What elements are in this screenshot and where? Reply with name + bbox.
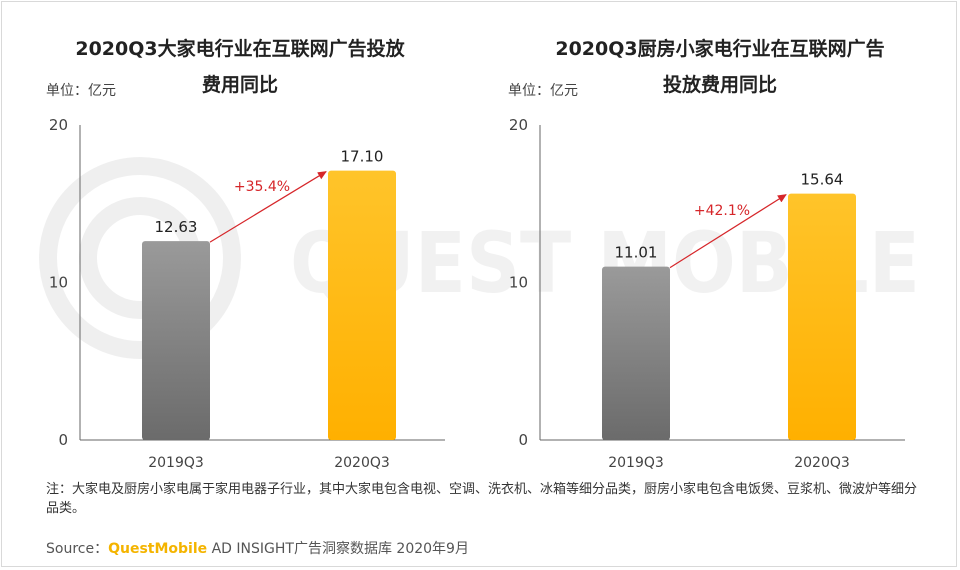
source-suffix: AD INSIGHT广告洞察数据库 2020年9月 bbox=[207, 541, 469, 557]
chart-1-title-line-1: 2020Q3大家电行业在互联网广告投放 bbox=[75, 38, 405, 60]
chart-2-bar-2020Q3 bbox=[788, 193, 856, 440]
chart-2-growth-label: +42.1% bbox=[694, 203, 750, 219]
source-line: Source：QuestMobile AD INSIGHT广告洞察数据库 202… bbox=[46, 538, 469, 558]
chart-1-category-label-1: 2020Q3 bbox=[334, 455, 390, 471]
chart-2-title-line-1: 2020Q3厨房小家电行业在互联网广告 bbox=[555, 38, 885, 60]
chart-2-y-tick-0: 0 bbox=[518, 431, 528, 449]
chart-1-value-label-0: 12.63 bbox=[155, 218, 198, 236]
chart-2-y-tick-2: 20 bbox=[509, 116, 528, 134]
chart-2-category-label-1: 2020Q3 bbox=[794, 455, 850, 471]
chart-1-growth-label: +35.4% bbox=[234, 179, 290, 195]
source-brand: QuestMobile bbox=[108, 541, 208, 557]
chart-2-bar-2019Q3 bbox=[602, 266, 670, 440]
chart-1-unit-label: 单位：亿元 bbox=[46, 83, 116, 99]
chart-1-title-line-2: 费用同比 bbox=[201, 74, 278, 96]
chart-1-bar-2020Q3 bbox=[328, 170, 396, 441]
chart-1-y-tick-2: 20 bbox=[49, 116, 68, 134]
footnote: 注：大家电及厨房小家电属于家用电器子行业，其中大家电包含电视、空调、洗衣机、冰箱… bbox=[46, 482, 918, 516]
chart-2-category-label-0: 2019Q3 bbox=[608, 455, 664, 471]
chart-1-bar-2019Q3 bbox=[142, 241, 210, 440]
chart-1-y-tick-1: 10 bbox=[49, 274, 68, 292]
chart-2-value-label-1: 15.64 bbox=[801, 171, 844, 189]
chart-2-growth-arrow bbox=[669, 194, 787, 269]
chart-2-value-label-0: 11.01 bbox=[615, 244, 658, 262]
source-prefix: Source： bbox=[46, 541, 109, 557]
chart-2-title-line-2: 投放费用同比 bbox=[662, 74, 777, 96]
chart-1-y-tick-0: 0 bbox=[58, 431, 68, 449]
chart-2-y-tick-1: 10 bbox=[509, 274, 528, 292]
chart-1-value-label-1: 17.10 bbox=[341, 148, 384, 166]
chart-1-growth-arrow bbox=[209, 171, 327, 243]
chart-2-unit-label: 单位：亿元 bbox=[508, 83, 578, 99]
chart-1-category-label-0: 2019Q3 bbox=[148, 455, 204, 471]
